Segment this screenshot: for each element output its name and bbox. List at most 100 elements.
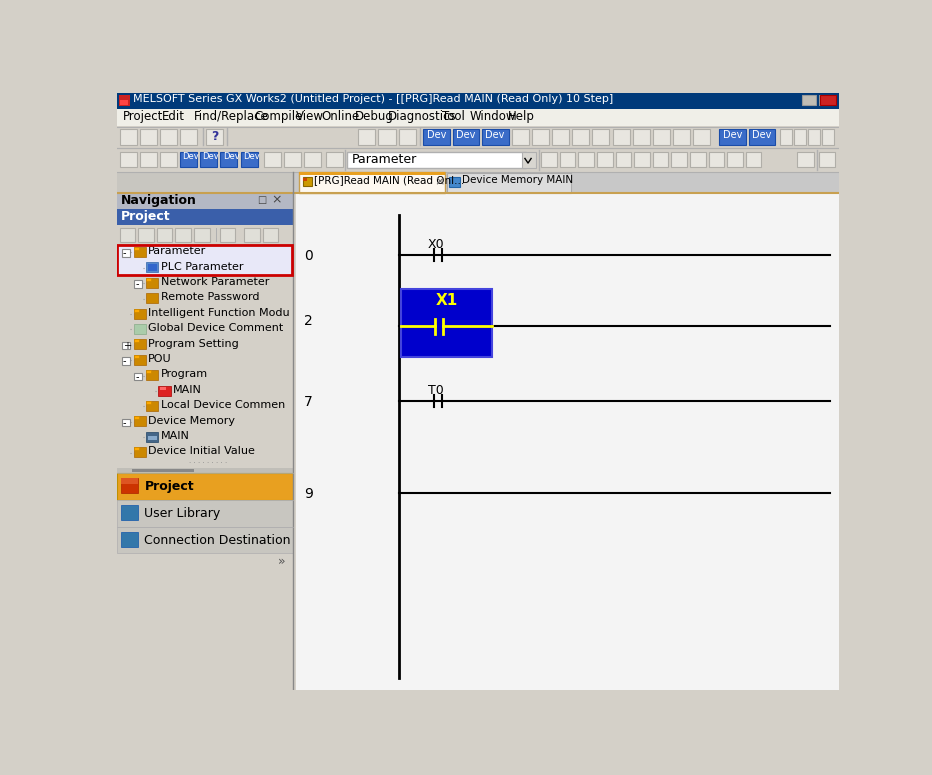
Bar xyxy=(532,129,549,145)
Text: MAIN: MAIN xyxy=(173,385,202,394)
Bar xyxy=(453,129,479,145)
Text: Program Setting: Program Setting xyxy=(148,339,239,349)
Text: Dev: Dev xyxy=(722,130,742,140)
Text: Dev: Dev xyxy=(752,130,772,140)
Bar xyxy=(118,260,292,275)
Bar xyxy=(616,152,631,167)
Text: □: □ xyxy=(257,195,267,205)
Bar xyxy=(820,95,836,105)
Text: -: - xyxy=(123,418,126,428)
Bar xyxy=(818,95,832,105)
Bar xyxy=(612,129,629,145)
Text: Navigation: Navigation xyxy=(121,194,197,207)
Text: Edit: Edit xyxy=(161,110,185,123)
Bar xyxy=(134,373,142,381)
Bar xyxy=(244,228,260,242)
Bar xyxy=(119,152,137,167)
Bar xyxy=(160,388,166,391)
Bar xyxy=(146,370,151,374)
Text: T0: T0 xyxy=(428,384,444,397)
Bar xyxy=(116,193,294,690)
Text: Program: Program xyxy=(160,370,208,380)
Text: Tool: Tool xyxy=(442,110,465,123)
Text: Find/Replace: Find/Replace xyxy=(194,110,268,123)
Text: Online: Online xyxy=(322,110,360,123)
Bar xyxy=(138,228,154,242)
Bar xyxy=(296,193,839,690)
Text: Dev: Dev xyxy=(183,153,199,161)
Text: Connection Destination: Connection Destination xyxy=(144,534,291,547)
Bar xyxy=(146,401,158,411)
Text: ×: × xyxy=(271,194,282,207)
Text: »: » xyxy=(278,555,285,568)
Bar xyxy=(303,177,308,181)
Bar xyxy=(303,177,312,186)
Text: X0: X0 xyxy=(428,238,445,251)
Bar xyxy=(116,193,294,208)
Text: Intelligent Function Modu: Intelligent Function Modu xyxy=(148,308,290,318)
Bar xyxy=(133,416,139,419)
Text: Device Memory: Device Memory xyxy=(148,415,235,425)
Text: View: View xyxy=(296,110,324,123)
Text: · · · · · · · · ·: · · · · · · · · · xyxy=(189,460,227,467)
Bar xyxy=(215,228,217,242)
Bar xyxy=(119,129,137,145)
Bar xyxy=(819,152,835,167)
Bar xyxy=(652,152,668,167)
Bar xyxy=(180,152,197,167)
Text: 0: 0 xyxy=(304,249,313,263)
Text: 9: 9 xyxy=(304,487,313,501)
Bar xyxy=(720,129,746,145)
Bar xyxy=(133,308,146,319)
Bar xyxy=(399,129,416,145)
Bar xyxy=(140,129,157,145)
Bar xyxy=(116,171,294,193)
Text: X1: X1 xyxy=(435,293,458,308)
Bar xyxy=(802,95,816,105)
Bar xyxy=(134,280,142,288)
Bar xyxy=(116,468,294,473)
Bar xyxy=(593,129,610,145)
Text: Window: Window xyxy=(469,110,515,123)
Text: Global Device Comment: Global Device Comment xyxy=(148,323,283,333)
Bar xyxy=(122,342,130,350)
Bar xyxy=(358,129,376,145)
Text: Dev: Dev xyxy=(427,130,445,140)
Bar xyxy=(708,152,724,167)
Bar xyxy=(304,152,322,167)
Bar xyxy=(423,129,450,145)
Text: Project: Project xyxy=(144,480,194,494)
Bar xyxy=(133,339,146,350)
Bar xyxy=(348,153,526,167)
Bar xyxy=(808,129,820,145)
Bar xyxy=(116,500,294,526)
Bar xyxy=(512,129,528,145)
Text: [PRG]Read MAIN (Read Onl...: [PRG]Read MAIN (Read Onl... xyxy=(314,174,464,184)
Bar xyxy=(240,152,257,167)
Bar xyxy=(284,152,301,167)
Text: User Library: User Library xyxy=(144,508,221,520)
Bar xyxy=(727,152,743,167)
Text: ?: ? xyxy=(211,130,218,143)
Bar xyxy=(132,469,194,472)
Bar xyxy=(116,245,294,275)
Bar xyxy=(541,152,556,167)
Text: Project: Project xyxy=(121,210,171,223)
Bar xyxy=(797,152,814,167)
Text: MAIN: MAIN xyxy=(160,431,189,441)
Bar xyxy=(133,247,146,257)
Bar xyxy=(146,263,158,272)
Bar xyxy=(147,436,157,439)
Bar xyxy=(133,339,139,343)
Bar xyxy=(121,478,138,494)
Text: Device Memory MAIN: Device Memory MAIN xyxy=(462,175,573,185)
Bar xyxy=(116,171,839,193)
Bar xyxy=(133,324,146,334)
Bar xyxy=(116,208,294,226)
Text: 2: 2 xyxy=(304,314,313,328)
Text: ×: × xyxy=(434,175,445,188)
Bar xyxy=(206,129,224,145)
Text: Dev: Dev xyxy=(202,153,219,161)
Text: Network Parameter: Network Parameter xyxy=(160,277,269,287)
Text: PLC Parameter: PLC Parameter xyxy=(160,262,243,271)
